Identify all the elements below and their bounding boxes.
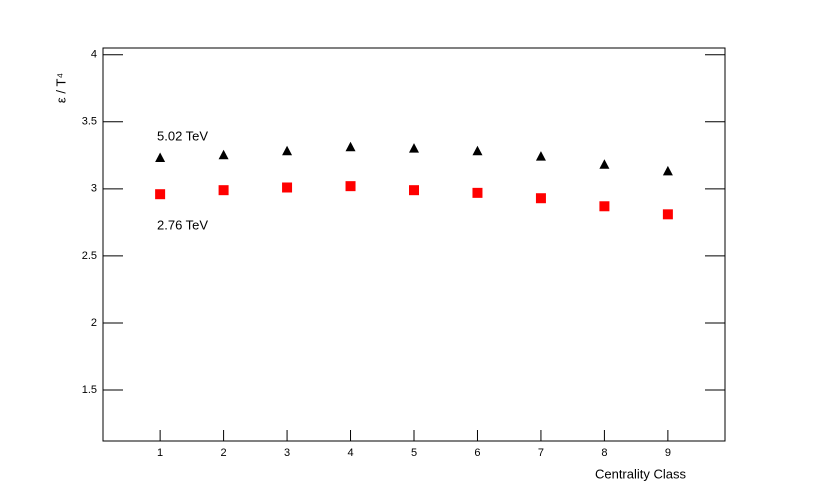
data-point <box>599 159 610 169</box>
data-point <box>218 185 229 196</box>
y-tick-label: 4 <box>91 49 97 61</box>
data-point <box>472 187 483 198</box>
x-axis-label: Centrality Class <box>595 466 687 481</box>
data-point <box>662 165 673 176</box>
y-tick-label: 2 <box>91 317 97 329</box>
data-point <box>662 209 673 220</box>
x-tick-label: 3 <box>284 447 290 459</box>
series-annotation: 5.02 TeV <box>157 128 208 143</box>
data-point <box>345 141 356 152</box>
x-tick-label: 5 <box>411 447 417 459</box>
data-point <box>409 143 419 153</box>
data-point <box>599 201 610 212</box>
x-tick-label: 9 <box>665 447 671 459</box>
x-tick-label: 4 <box>347 447 353 459</box>
y-tick-label: 2.5 <box>82 250 97 262</box>
x-tick-label: 1 <box>157 447 163 459</box>
data-point <box>409 185 419 196</box>
data-point <box>535 151 546 161</box>
plot-frame <box>102 47 726 442</box>
data-point <box>155 152 166 162</box>
data-point <box>535 193 546 204</box>
y-tick-label: 1.5 <box>82 384 97 396</box>
x-tick-label: 8 <box>601 447 607 459</box>
data-point <box>472 145 483 156</box>
y-axis-label: ε / T⁴ <box>53 73 68 103</box>
series-annotation: 2.76 TeV <box>157 217 208 232</box>
data-point <box>155 189 166 200</box>
y-tick-label: 3 <box>91 183 97 195</box>
x-tick-label: 6 <box>474 447 480 459</box>
data-point <box>218 149 229 160</box>
data-point <box>282 145 293 156</box>
x-tick-label: 7 <box>538 447 544 459</box>
data-point <box>345 181 356 192</box>
data-point <box>282 182 293 193</box>
x-tick-label: 2 <box>221 447 227 459</box>
y-tick-label: 3.5 <box>82 116 97 128</box>
